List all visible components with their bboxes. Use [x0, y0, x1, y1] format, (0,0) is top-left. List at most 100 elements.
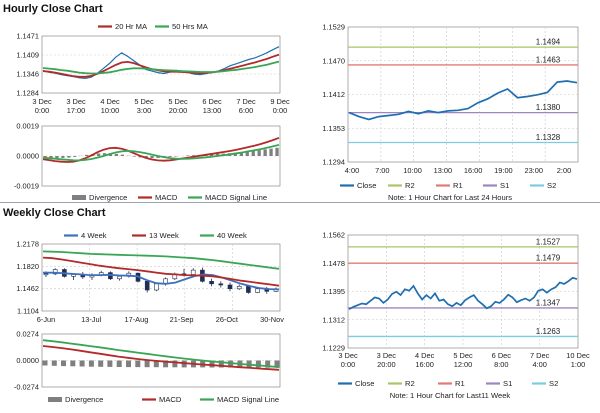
divergence-bar	[251, 150, 255, 156]
divergence-bar	[228, 360, 234, 368]
divergence-bar	[43, 156, 47, 158]
y-tick-label: 0.0019	[16, 122, 39, 131]
x-tick-date: 4 Dec	[100, 97, 120, 106]
level-value-label-s2: 1.1263	[536, 327, 561, 336]
series-line-close	[348, 80, 578, 121]
legend-label-40-week: 40 Week	[217, 231, 247, 240]
divergence-bar	[51, 360, 57, 366]
x-tick-time: 4:00	[532, 360, 546, 369]
y-tick-label: 1.1820	[16, 262, 39, 271]
x-tick-label: 13:00	[434, 166, 453, 175]
divergence-bar	[85, 154, 89, 156]
divergence-bar	[269, 148, 273, 156]
y-tick-label: 1.1294	[322, 158, 345, 167]
x-tick-time: 12:00	[454, 360, 473, 369]
divergence-bar	[107, 360, 113, 367]
x-tick-time: 1:00	[571, 360, 585, 369]
divergence-bar	[150, 156, 154, 159]
divergence-bar	[274, 360, 280, 368]
legend-label-s2: S2	[547, 181, 556, 190]
candle-body	[218, 283, 224, 286]
x-tick-label: 19:00	[494, 166, 513, 175]
divergence-bar	[98, 360, 104, 367]
x-tick-time: 0:00	[273, 106, 287, 115]
legend-label-13-week: 13 Week	[149, 231, 179, 240]
series-line-macd	[42, 345, 280, 371]
candle-body	[209, 280, 214, 285]
legend-swatch-divergence	[48, 397, 62, 402]
candle-body	[236, 285, 242, 290]
series-line-50-hrs-ma	[42, 60, 280, 75]
x-tick-label: 17-Aug	[124, 315, 148, 324]
plot-area	[41, 35, 281, 94]
divergence-bar	[114, 153, 118, 156]
weekly-section-title: Weekly Close Chart	[3, 207, 106, 219]
x-tick-time: 13:00	[203, 106, 222, 115]
x-tick-time: 17:00	[67, 106, 86, 115]
x-tick-label: 6-Jun	[37, 315, 56, 324]
x-tick-time: 0:00	[341, 360, 355, 369]
divergence-bar	[126, 360, 131, 368]
legend-label-50hr-ma: 50 Hrs MA	[172, 22, 209, 31]
x-tick-time: 16:00	[415, 360, 434, 369]
divergence-bar	[263, 149, 267, 156]
series-line-4-week	[42, 271, 280, 291]
divergence-bar	[120, 154, 124, 156]
divergence-bar	[144, 156, 148, 158]
series-line-13-week	[42, 256, 280, 287]
y-tick-label: 1.1409	[16, 51, 39, 60]
y-tick-label: 1.1229	[322, 344, 345, 353]
divergence-bar	[55, 156, 59, 159]
level-value-label-r1: 1.1463	[536, 55, 561, 64]
divergence-bar	[79, 360, 85, 367]
x-tick-time: 3:00	[137, 106, 151, 115]
x-tick-date: 3 Dec	[377, 351, 397, 360]
y-tick-label: 0.0000	[16, 152, 39, 161]
divergence-bar	[49, 156, 53, 158]
y-tick-label: -0.0274	[14, 383, 39, 392]
divergence-bar	[61, 360, 66, 367]
x-tick-date: 3 Dec	[32, 97, 52, 106]
y-tick-label: 1.1478	[322, 259, 345, 268]
divergence-bar	[239, 152, 243, 156]
section-divider	[0, 202, 600, 203]
series-line-close	[42, 46, 280, 80]
chart-note: Note: 1 Hour Chart for Last 24 Hours	[388, 193, 512, 200]
legend-label-r1: R1	[455, 379, 465, 388]
x-tick-date: 7 Dec	[236, 97, 256, 106]
legend-label-s2: S2	[549, 379, 558, 388]
x-tick-time: 6:00	[239, 106, 253, 115]
divergence-bar	[265, 360, 271, 368]
divergence-bar	[209, 154, 214, 156]
candle-body	[117, 275, 122, 280]
divergence-bar	[174, 156, 178, 157]
divergence-bar	[172, 360, 178, 368]
divergence-bar	[218, 360, 224, 368]
x-tick-time: 20:00	[377, 360, 396, 369]
divergence-bar	[70, 360, 76, 367]
x-tick-time: 8:00	[494, 360, 508, 369]
x-tick-label: 4:00	[345, 166, 359, 175]
candle-body	[154, 283, 159, 291]
y-tick-label: 1.1412	[322, 90, 345, 99]
legend-label-macd: MACD	[159, 395, 182, 404]
y-tick-label: -0.0019	[14, 182, 39, 191]
legend-label-r2: R2	[405, 379, 415, 388]
x-tick-date: 3 Dec	[338, 351, 358, 360]
legend-label-divergence: Divergence	[65, 395, 103, 404]
divergence-bar	[186, 155, 190, 156]
legend-label-20hr-ma: 20 Hr MA	[115, 22, 148, 31]
legend-swatch-divergence	[72, 195, 86, 200]
y-tick-label: 1.1462	[16, 284, 39, 293]
divergence-bar	[153, 360, 159, 368]
y-tick-label: 1.1395	[322, 287, 345, 296]
series-line-20-hr-ma	[42, 53, 280, 78]
divergence-bar	[102, 153, 107, 156]
divergence-bar	[61, 156, 65, 158]
legend-label-r2: R2	[405, 181, 415, 190]
y-tick-label: 1.1353	[322, 124, 345, 133]
candle-body	[190, 269, 196, 275]
